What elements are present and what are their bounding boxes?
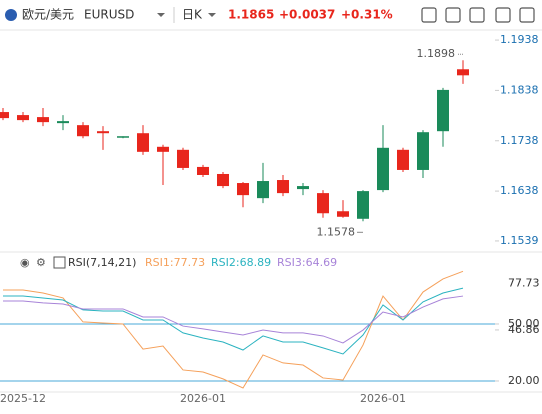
y-tick-label: 1.1638 (500, 184, 539, 197)
eye-icon[interactable]: ◉ (20, 256, 30, 269)
candle-body (57, 121, 69, 124)
legend-entry: RSI3:64.69 (277, 256, 337, 269)
candle-body (17, 115, 29, 121)
icon-line[interactable] (421, 7, 437, 23)
x-tick-label: 2026-01 (360, 392, 406, 405)
icon-candle[interactable] (469, 7, 485, 23)
dropdown-arrow[interactable] (157, 13, 165, 17)
change: +0.0037 (279, 8, 335, 22)
candle-body (397, 149, 409, 170)
indicator-icon[interactable] (53, 256, 66, 269)
legend-entry: RSI2:68.89 (211, 256, 271, 269)
candle-body (97, 131, 109, 134)
candle-body (317, 193, 329, 214)
dropdown-arrow[interactable] (208, 13, 216, 17)
x-tick-label: 2025-12 (0, 392, 46, 405)
candle-body (357, 191, 369, 219)
candle-body (137, 133, 149, 152)
y-tick-label: 1.1738 (500, 134, 539, 147)
rsi-line (3, 295, 464, 344)
candle-body (197, 166, 209, 175)
pair[interactable]: 欧元/美元 (22, 8, 74, 22)
candle-body (117, 136, 129, 138)
candle-body (277, 180, 289, 194)
candle-body (237, 183, 249, 196)
y-tick-label: 1.1838 (500, 83, 539, 96)
candle-body (177, 149, 189, 168)
candle-body (157, 146, 169, 152)
low-label: 1.1578 (317, 225, 356, 238)
y-tick-label: 50.00 (508, 317, 540, 330)
icon-draw[interactable] (445, 7, 461, 23)
legend-entry: RSI1:77.73 (145, 256, 205, 269)
candle-body (337, 211, 349, 217)
icon-settings[interactable] (495, 7, 511, 23)
candle-body (77, 125, 89, 137)
y-tick-label: 20.00 (508, 374, 540, 387)
candle-body (297, 186, 309, 190)
candle-body (377, 147, 389, 191)
price: 1.1865 (228, 8, 274, 22)
x-tick-label: 2026-01 (180, 392, 226, 405)
candle-body (37, 117, 49, 123)
icon-close[interactable] (519, 7, 535, 23)
current-value-label: 77.73 (508, 276, 540, 289)
candle-body (0, 112, 9, 119)
y-tick-label: 1.1539 (500, 234, 539, 247)
candle-body (217, 173, 229, 187)
candle-body (257, 181, 269, 199)
period[interactable]: 日K (182, 8, 203, 22)
flag-icon (5, 9, 17, 21)
candle-body (457, 69, 469, 76)
y-tick-label: 46.86 (508, 323, 540, 336)
toolbar-icons (421, 7, 535, 23)
candle-body (417, 132, 429, 170)
symbol[interactable]: EURUSD (84, 8, 134, 22)
rsi-title: RSI(7,14,21) (68, 256, 136, 269)
rsi-line (3, 270, 464, 389)
settings-icon[interactable]: ⚙ (36, 256, 46, 269)
y-tick-label: 1.1938 (500, 33, 539, 46)
candle-body (437, 89, 449, 132)
change-pct: +0.31% (341, 8, 393, 22)
high-label: 1.1898 (417, 47, 456, 60)
